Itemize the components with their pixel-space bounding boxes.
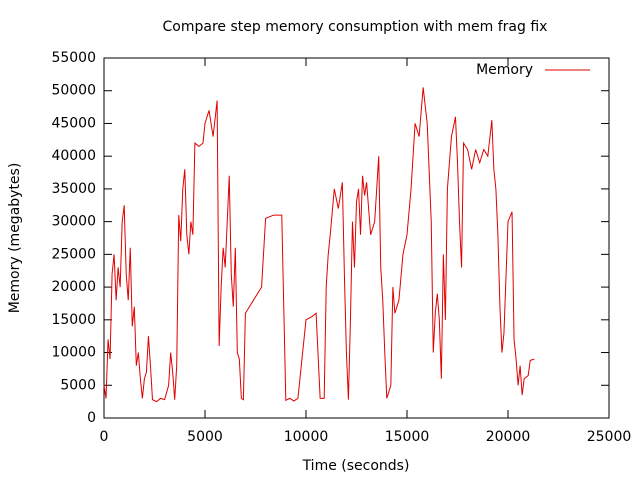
y-tick-label: 45000	[51, 115, 96, 131]
plot-border	[103, 57, 610, 419]
y-tick-label: 55000	[51, 50, 96, 66]
x-axis-label: Time (seconds)	[302, 458, 410, 474]
x-tick-label: 0	[100, 429, 109, 445]
x-tick-label: 20000	[486, 429, 531, 445]
y-tick-label: 15000	[51, 312, 96, 328]
y-axis-label: Memory (megabytes)	[7, 163, 23, 314]
y-tick-label: 5000	[60, 377, 96, 393]
y-tick-label: 30000	[51, 214, 96, 230]
y-tick-label: 40000	[51, 148, 96, 164]
x-tick-label: 10000	[284, 429, 329, 445]
x-tick-label: 5000	[187, 429, 223, 445]
x-tick-label: 15000	[385, 429, 430, 445]
y-tick-label: 0	[87, 410, 96, 426]
legend-label: Memory	[476, 62, 533, 78]
x-tick-label: 25000	[587, 429, 632, 445]
chart-title: Compare step memory consumption with mem…	[163, 19, 548, 35]
data-line	[103, 87, 535, 403]
y-tick-label: 35000	[51, 181, 96, 197]
y-tick-label: 10000	[51, 345, 96, 361]
y-tick-label: 20000	[51, 279, 96, 295]
y-tick-label: 50000	[51, 83, 96, 99]
y-tick-label: 25000	[51, 246, 96, 262]
